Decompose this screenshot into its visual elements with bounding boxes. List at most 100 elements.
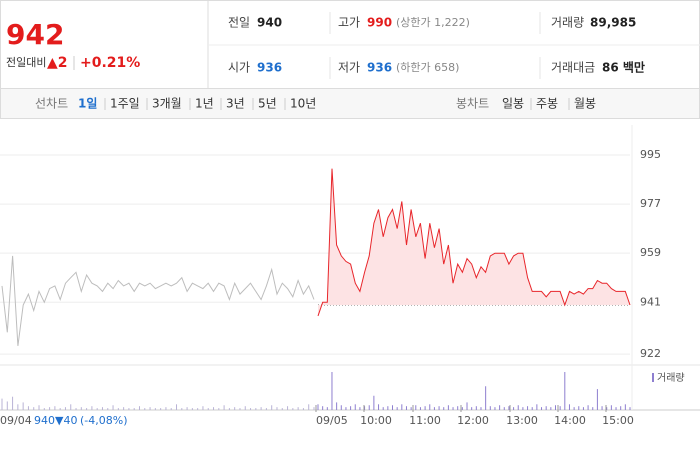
volume-bar <box>392 405 394 410</box>
volume-bar <box>545 406 547 410</box>
prev-change-pct: (-4,08%) <box>80 414 128 427</box>
volume-bar <box>503 407 505 410</box>
volume-bar <box>438 406 440 410</box>
volume-bar <box>475 406 477 410</box>
volume-bar <box>70 404 72 410</box>
x-tick-label: 09/04 <box>0 414 32 427</box>
volume-bar <box>59 408 61 410</box>
period-tab[interactable]: 3년 <box>226 97 245 111</box>
period-tab[interactable]: 10년 <box>290 97 316 111</box>
change-pct: +0.21% <box>80 55 140 71</box>
x-tick-label: 10:00 <box>360 414 392 427</box>
volume-bar <box>302 408 304 410</box>
stat-label: 거래대금 <box>551 61 595 75</box>
stat-value: 936 <box>367 61 392 75</box>
volume-bar <box>564 372 566 410</box>
volume-bar <box>202 406 204 410</box>
legend-swatch <box>652 373 654 382</box>
volume-bar <box>452 407 454 410</box>
volume-bar <box>559 406 561 410</box>
period-tab[interactable]: 1년 <box>195 97 214 111</box>
volume-bar <box>160 408 162 410</box>
volume-bar <box>401 404 403 410</box>
period-tab[interactable]: 5년 <box>258 97 277 111</box>
x-tick-label: 12:00 <box>457 414 489 427</box>
volume-bar <box>271 405 273 410</box>
volume-bar <box>260 407 262 410</box>
period-tab[interactable]: 3개월 <box>152 97 182 111</box>
x-tick-label: 09/05 <box>316 414 348 427</box>
volume-bar <box>255 408 257 410</box>
prev-change: ▼40 <box>55 414 77 427</box>
volume-bar <box>165 407 167 410</box>
volume-bar <box>508 406 510 410</box>
legend-label: 거래량 <box>657 372 685 384</box>
stat-note: (하한가 658) <box>396 60 459 74</box>
volume-bar <box>568 404 570 410</box>
volume-bar <box>112 405 114 410</box>
volume-bar <box>447 405 449 410</box>
volume-bar <box>123 407 125 410</box>
y-tick-label: 959 <box>640 246 661 259</box>
volume-bar <box>128 408 130 410</box>
volume-bar <box>536 404 538 410</box>
volume-bar <box>96 408 98 410</box>
volume-bar <box>64 407 66 410</box>
volume-bar <box>176 404 178 410</box>
volume-bar <box>387 406 389 410</box>
volume-bar <box>373 395 375 410</box>
volume-bar <box>499 405 501 410</box>
volume-bar <box>396 407 398 410</box>
volume-bar <box>485 386 487 410</box>
y-tick-label: 995 <box>640 148 661 161</box>
volume-bar <box>429 404 431 410</box>
volume-bar <box>223 405 225 410</box>
x-tick-label: 13:00 <box>506 414 538 427</box>
volume-bar <box>359 407 361 410</box>
volume-bar <box>12 396 14 410</box>
volume-bar <box>587 405 589 410</box>
candle-tab[interactable]: 주봉 <box>536 97 558 111</box>
stat-label: 고가 <box>338 16 360 30</box>
prev-close: 940 <box>34 414 55 427</box>
volume-bar <box>578 406 580 410</box>
volume-bar <box>197 408 199 410</box>
volume-bar <box>615 407 617 410</box>
volume-bar <box>405 406 407 410</box>
period-tab[interactable]: 1일 <box>78 97 97 111</box>
volume-bar <box>27 406 29 410</box>
volume-bar <box>33 407 35 410</box>
volume-bar <box>461 407 463 410</box>
area <box>318 168 630 316</box>
volume-bar <box>527 406 529 410</box>
volume-bar <box>54 406 56 410</box>
volume-bar <box>620 406 622 410</box>
price-line <box>317 168 631 317</box>
volume-bar <box>489 406 491 410</box>
volume-bar <box>181 408 183 410</box>
volume-bar <box>213 407 215 410</box>
period-tab[interactable]: 1주일 <box>110 97 140 111</box>
price: 942 <box>6 18 64 51</box>
volume-bar <box>191 408 193 410</box>
volume-bar <box>170 408 172 410</box>
volume-bar <box>601 406 603 410</box>
change: ▲2 <box>47 55 68 71</box>
stat-value: 86 백만 <box>602 60 645 75</box>
volume-bar <box>326 407 328 410</box>
volume-bar <box>582 407 584 410</box>
volume-bar <box>419 407 421 410</box>
volume-bar <box>433 407 435 410</box>
volume-bar <box>331 372 333 410</box>
volume-bar <box>287 406 289 410</box>
x-tick-label: 15:00 <box>602 414 634 427</box>
volume-bar <box>133 408 135 410</box>
candle-tab[interactable]: 월봉 <box>574 97 596 111</box>
price-line <box>1 255 315 346</box>
volume-bar <box>1 398 3 410</box>
volume-bar <box>457 406 459 410</box>
candle-tab[interactable]: 일봉 <box>502 97 524 111</box>
stat-value: 936 <box>257 61 282 75</box>
volume-bar <box>154 408 156 410</box>
